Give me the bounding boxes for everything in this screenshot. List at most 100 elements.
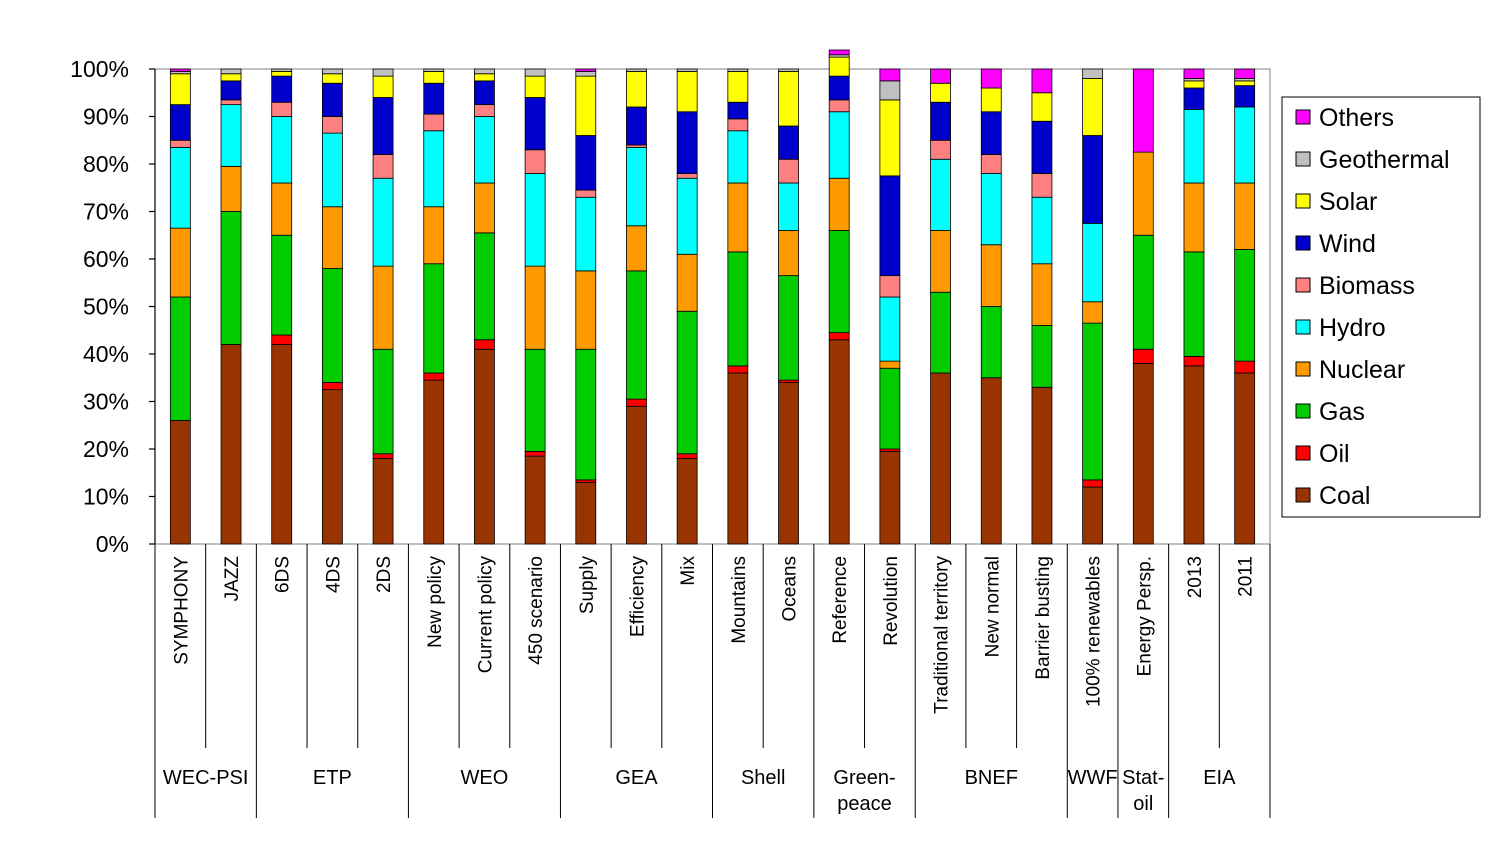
bar-segment-geothermal xyxy=(321,68,343,75)
bar-segment-nuclear xyxy=(220,165,242,212)
bar-segment-gas xyxy=(524,348,546,452)
bar-segment-coal xyxy=(220,344,242,545)
bar-segment-hydro xyxy=(930,158,951,231)
bar-segment-gas xyxy=(879,367,901,450)
bar-segment-wind xyxy=(828,75,850,101)
bar-segment-wind xyxy=(1031,120,1053,174)
bar-segment-wind xyxy=(474,80,495,106)
bar-segment-nuclear xyxy=(1132,151,1154,236)
bar-segment-geothermal xyxy=(778,68,799,72)
bar-segment-gas xyxy=(220,211,242,345)
bar-segment-solar xyxy=(474,73,495,82)
bar-segment-gas xyxy=(423,263,445,374)
bar-segment-biomass xyxy=(372,154,394,179)
bar-segment-wind xyxy=(271,75,293,103)
bar-segment-nuclear xyxy=(575,270,597,350)
bar-segment-hydro xyxy=(169,146,191,229)
bar-segment-oil xyxy=(727,365,749,374)
bar-segment-geothermal xyxy=(626,68,647,72)
bar-segment-coal xyxy=(474,348,495,545)
category-label: Oceans xyxy=(780,556,801,621)
bar-segment-solar xyxy=(1234,80,1256,87)
bar-segment-nuclear xyxy=(626,225,647,272)
bar-segment-oil xyxy=(828,332,850,341)
group-label: ETP xyxy=(313,767,352,789)
legend-label-nuclear: Nuclear xyxy=(1319,356,1405,384)
bar-segment-gas xyxy=(474,232,495,341)
bar-segment-geothermal xyxy=(727,68,749,72)
legend-label-others: Others xyxy=(1319,104,1394,132)
bar-segment-hydro xyxy=(423,130,445,208)
bar-segment-hydro xyxy=(879,296,901,362)
bar-segment-gas xyxy=(372,348,394,455)
bar-segment-gas xyxy=(930,291,951,374)
bar-segment-coal xyxy=(575,481,597,545)
bar-segment-hydro xyxy=(524,173,546,267)
bar-segment-solar xyxy=(727,70,749,103)
bar-segment-solar xyxy=(1031,92,1053,122)
legend-swatch-hydro xyxy=(1295,319,1311,335)
bar-segment-biomass xyxy=(220,99,242,106)
bar-segment-solar xyxy=(1183,80,1205,89)
category-label: SYMPHONY xyxy=(171,556,192,665)
legend-swatch-coal xyxy=(1295,487,1311,503)
bar-segment-oil xyxy=(524,450,546,457)
category-label: 2DS xyxy=(374,556,395,593)
bar-segment-nuclear xyxy=(980,244,1002,307)
bar-segment-gas xyxy=(1183,251,1205,357)
bar-segment-others xyxy=(828,49,850,56)
bar-segment-coal xyxy=(828,339,850,545)
bar-segment-solar xyxy=(271,70,293,77)
bar-segment-nuclear xyxy=(930,230,951,293)
bar-segment-biomass xyxy=(676,173,698,179)
legend-swatch-biomass xyxy=(1295,277,1311,293)
bar-segment-others xyxy=(1132,68,1154,153)
bar-segment-coal xyxy=(271,344,293,545)
bar-segment-gas xyxy=(321,268,343,383)
bar-segment-biomass xyxy=(1031,173,1053,198)
bar-segment-nuclear xyxy=(727,182,749,253)
bar-segment-wind xyxy=(1082,135,1104,224)
y-tick-label: 60% xyxy=(83,246,129,272)
y-tick-label: 40% xyxy=(83,341,129,367)
group-label: WEO xyxy=(461,767,509,789)
bar-segment-nuclear xyxy=(1031,263,1053,326)
category-label: 2013 xyxy=(1185,556,1206,598)
category-label: Reference xyxy=(830,556,851,644)
bar-segment-coal xyxy=(524,455,546,545)
bar-segment-geothermal xyxy=(575,70,597,77)
category-label: Barrier busting xyxy=(1033,556,1054,680)
bar-segment-nuclear xyxy=(474,182,495,234)
bar-segment-solar xyxy=(423,70,445,84)
bar-segment-coal xyxy=(1132,363,1154,545)
bar-segment-oil xyxy=(1183,355,1205,367)
legend-label-solar: Solar xyxy=(1319,188,1377,216)
bar-segment-wind xyxy=(220,80,242,101)
bar-segment-oil xyxy=(423,372,445,381)
category-label: Energy Persp. xyxy=(1134,556,1155,676)
bar-segment-wind xyxy=(575,135,597,191)
bar-segment-coal xyxy=(423,379,445,545)
bar-segment-coal xyxy=(879,450,901,545)
category-label: Mix xyxy=(678,556,699,586)
bar-segment-coal xyxy=(1234,372,1256,545)
bar-segment-solar xyxy=(879,99,901,177)
y-tick-label: 20% xyxy=(83,436,129,462)
bar-segment-others xyxy=(980,68,1002,89)
bar-segment-nuclear xyxy=(372,265,394,350)
bar-segment-biomass xyxy=(474,104,495,117)
bar-segment-oil xyxy=(474,339,495,350)
bar-segment-others xyxy=(930,68,951,84)
bar-segment-coal xyxy=(727,372,749,545)
bar-segment-hydro xyxy=(980,173,1002,246)
bar-segment-geothermal xyxy=(524,68,546,77)
bar-segment-others xyxy=(879,68,901,82)
bar-segment-biomass xyxy=(423,113,445,132)
bar-segment-hydro xyxy=(575,196,597,272)
bar-segment-hydro xyxy=(676,177,698,255)
bar-segment-hydro xyxy=(727,130,749,184)
legend-label-coal: Coal xyxy=(1319,482,1370,510)
legend-swatch-solar xyxy=(1295,193,1311,209)
group-label: BNEF xyxy=(965,767,1018,789)
bar-segment-wind xyxy=(1234,85,1256,108)
